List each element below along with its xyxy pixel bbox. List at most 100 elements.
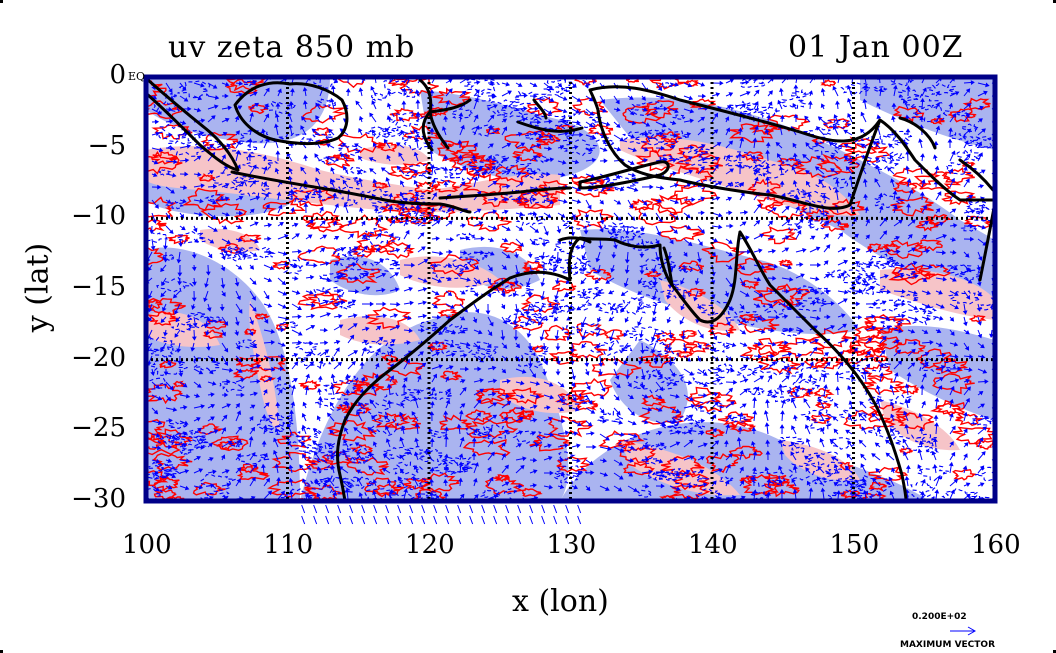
wind-vector-head <box>383 138 389 144</box>
wind-vector-head <box>150 245 156 251</box>
wind-vector-head <box>768 90 773 95</box>
wind-vector-head <box>204 283 209 288</box>
wind-vector-head <box>398 116 404 122</box>
wind-vector-head <box>414 437 419 442</box>
wind-vector-head <box>733 379 738 385</box>
wind-vector-head <box>808 487 814 492</box>
blue-contour <box>517 187 551 204</box>
blue-contour <box>947 290 984 305</box>
wind-vector-head <box>710 294 716 299</box>
wind-vector-head <box>369 399 375 404</box>
wind-vector-head <box>805 180 811 186</box>
wind-vector-head <box>342 179 347 185</box>
wind-vector-head <box>457 154 463 159</box>
wind-vector-head <box>953 265 958 271</box>
wind-vector-head <box>314 153 319 159</box>
wind-vector-head <box>559 382 565 388</box>
wind-vector-head <box>768 220 774 226</box>
wind-vector-head <box>933 140 939 145</box>
wind-vector-head <box>353 246 359 251</box>
wind-vector-head <box>488 331 493 337</box>
wind-vector-head <box>805 142 810 147</box>
wind-vector-head <box>787 352 793 357</box>
wind-vector-head <box>691 197 696 203</box>
wind-vector <box>577 515 582 525</box>
blue-contour <box>728 181 744 188</box>
wind-vector-head <box>564 291 570 297</box>
red-contour <box>399 77 439 96</box>
wind-vector-head <box>492 378 498 384</box>
blue-contour <box>462 341 501 361</box>
wind-vector-head <box>414 137 420 142</box>
wind-vector-head <box>513 336 519 341</box>
wind-vector-head <box>581 343 586 349</box>
wind-vector-head <box>197 427 202 433</box>
wind-vector-head <box>928 264 933 270</box>
wind-vector-head <box>642 200 648 206</box>
wind-vector-head <box>210 404 216 409</box>
wind-vector-head <box>339 128 345 133</box>
wind-vector-head <box>982 369 988 374</box>
wind-vector-head <box>620 432 625 437</box>
wind-vector-head <box>210 392 215 397</box>
wind-vector-head <box>822 373 828 378</box>
wind-vector-head <box>429 411 435 416</box>
wind-vector-head <box>583 230 589 235</box>
wind-vector-head <box>715 196 721 201</box>
wind-vector-head <box>893 372 899 377</box>
red-contour <box>895 412 934 430</box>
wind-vector-head <box>703 392 708 398</box>
wind-vector-head <box>700 229 705 234</box>
wind-vector-head <box>856 248 861 253</box>
wind-vector-head <box>812 346 818 352</box>
blue-contour <box>692 398 725 416</box>
red-contour <box>498 408 527 424</box>
wind-vector-head <box>429 89 435 94</box>
wind-vector-head <box>932 464 938 469</box>
wind-vector-head <box>828 142 834 147</box>
wind-vector-head <box>910 362 916 367</box>
wind-vector-head <box>714 164 719 170</box>
wind-vector-head <box>779 114 785 119</box>
wind-vector-head <box>913 290 918 296</box>
wind-vector-head <box>815 454 821 459</box>
blue-contour <box>473 91 497 102</box>
wind-vector-head <box>862 478 867 483</box>
red-contour <box>372 182 390 189</box>
wind-vector-head <box>689 108 695 114</box>
wind-vector-head <box>591 135 597 140</box>
wind-vector-head <box>504 417 509 422</box>
wind-vector-head <box>745 235 750 241</box>
wind-vector-head <box>640 349 645 355</box>
wind-vector-head <box>686 225 692 230</box>
wind-vector-head <box>343 439 348 444</box>
blue-contour <box>378 491 419 501</box>
blue-contour <box>781 96 807 109</box>
wind-vector-head <box>270 329 276 334</box>
wind-vector <box>361 504 366 514</box>
wind-vector-head <box>328 128 333 134</box>
wind-vector-head <box>152 94 158 100</box>
wind-vector-head <box>980 343 985 349</box>
wind-vector-head <box>980 169 986 174</box>
wind-vector-head <box>805 438 811 443</box>
wind-vector <box>469 504 474 514</box>
wind-vector-head <box>544 231 549 236</box>
blue-contour <box>204 193 225 203</box>
wind-vector-head <box>249 415 254 421</box>
wind-vector-head <box>324 349 330 354</box>
wind-vector-head <box>675 393 680 399</box>
wind-vector-head <box>592 444 597 450</box>
wind-vector-head <box>574 144 579 150</box>
wind-vector-head <box>951 113 957 118</box>
wind-vector-head <box>275 401 281 407</box>
wind-vector-head <box>820 487 826 492</box>
wind-vector-head <box>639 333 644 339</box>
wind-vector-head <box>294 275 299 281</box>
wind-vector-head <box>615 174 621 179</box>
blue-contour <box>867 253 899 268</box>
wind-vector-head <box>363 245 368 251</box>
wind-vector-head <box>556 228 562 234</box>
wind-vector <box>565 504 570 514</box>
wind-vector-head <box>683 252 688 257</box>
